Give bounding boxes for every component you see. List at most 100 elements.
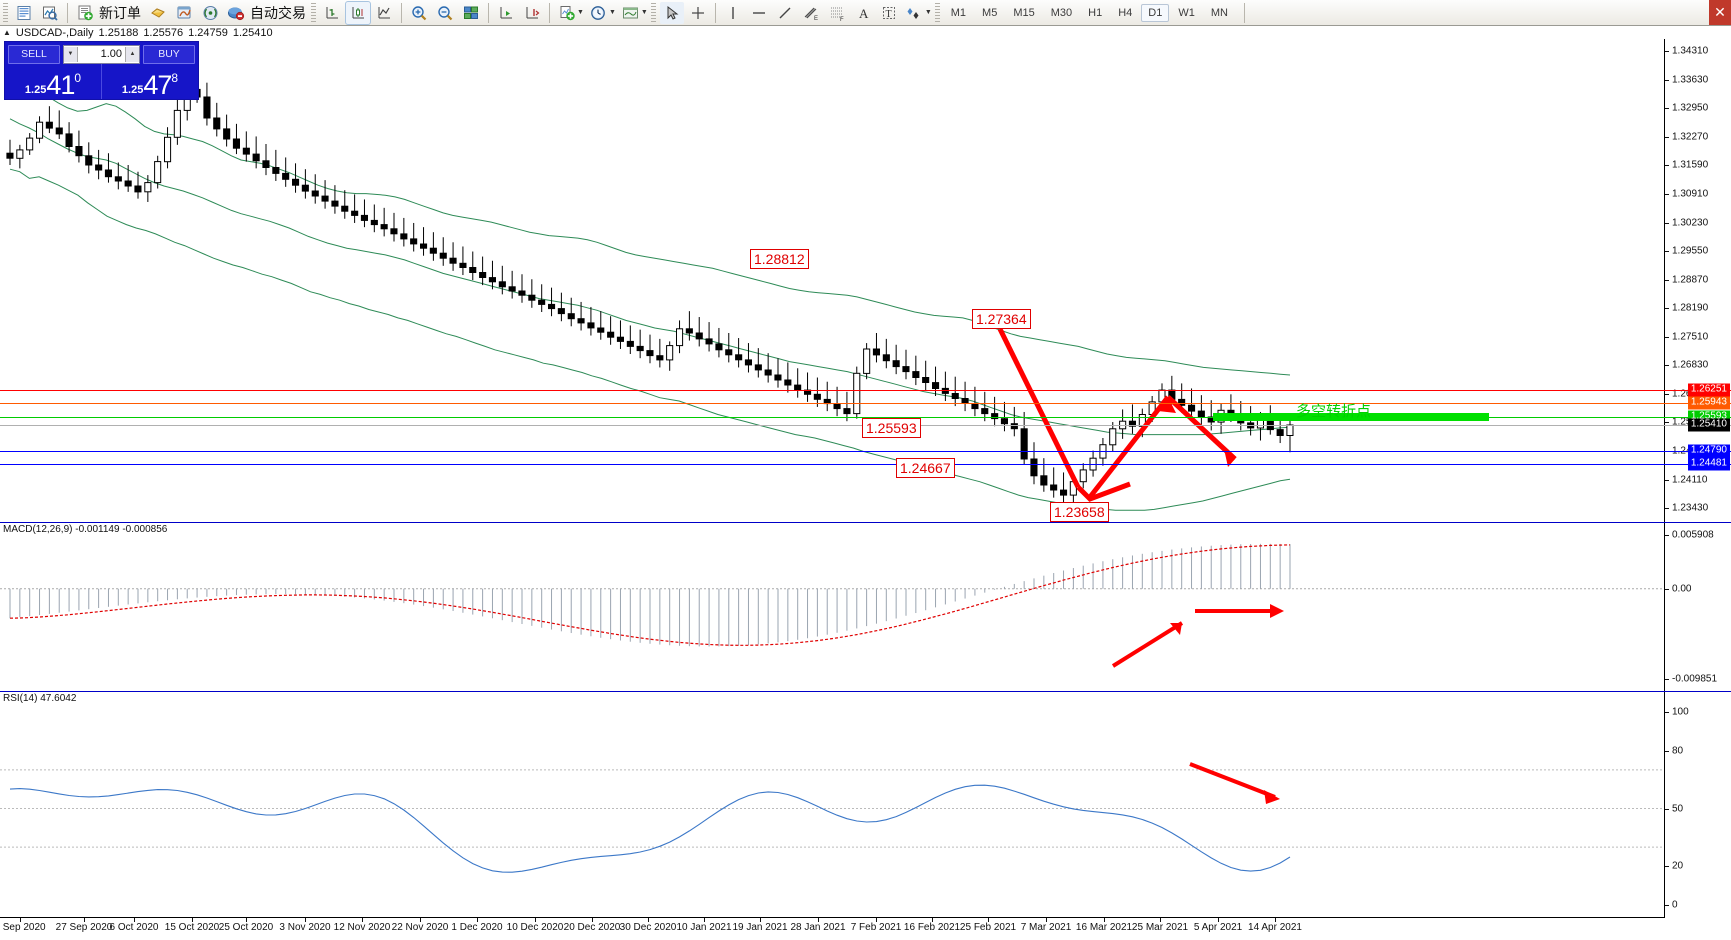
timeframe-m1[interactable]: M1 [950, 6, 967, 19]
trendline-icon[interactable] [773, 2, 797, 24]
period-clock-icon[interactable] [587, 2, 611, 24]
date-tick [988, 918, 989, 922]
level-line-support-green[interactable] [0, 417, 1731, 419]
new-order-label[interactable]: 新订单 [99, 4, 141, 21]
terminal-icon[interactable] [12, 2, 36, 24]
candle [282, 172, 290, 180]
sell-price[interactable]: 1.25 41 0 [5, 64, 102, 99]
auto-scroll-icon[interactable] [520, 2, 544, 24]
level-line-resistance-red[interactable] [0, 389, 1731, 391]
vertical-line-icon[interactable] [721, 2, 745, 24]
candle [823, 398, 831, 405]
rsi-plot[interactable] [0, 692, 1665, 917]
main-toolbar: 新订单 自动交易 ▼ ▼ [0, 0, 1731, 26]
candle [804, 389, 812, 395]
shift-chart-icon[interactable] [494, 2, 518, 24]
level-line-support-blue-2[interactable] [0, 463, 1731, 465]
candle [272, 167, 280, 174]
market-watch-icon[interactable] [38, 2, 62, 24]
volume-increment-icon[interactable]: ▲ [125, 46, 139, 62]
indicator-dropdown-caret-icon[interactable]: ▼ [577, 9, 584, 16]
candle [912, 371, 920, 379]
cursor-icon[interactable] [659, 1, 684, 24]
toolbar-grip[interactable] [3, 2, 8, 23]
candle [104, 169, 113, 178]
expert-advisor-icon[interactable] [146, 2, 170, 24]
level-line-resistance-orange[interactable] [0, 402, 1731, 404]
timeframe-h1[interactable]: H1 [1088, 6, 1103, 19]
tile-windows-icon[interactable] [459, 2, 483, 24]
candle [744, 359, 753, 366]
candle [1060, 489, 1068, 496]
candle [321, 195, 329, 202]
timeframe-group: M1 M5 M15 M30 H1 H4 D1 W1 MN [943, 3, 1236, 22]
timeframe-m30[interactable]: M30 [1050, 6, 1073, 19]
timeframe-w1[interactable]: W1 [1178, 6, 1195, 19]
text-icon[interactable]: A [851, 2, 875, 24]
rsi-axis[interactable]: 100 80 50 20 0 [1664, 692, 1731, 917]
new-order-icon[interactable] [73, 2, 97, 24]
period-dropdown-caret-icon[interactable]: ▼ [608, 9, 616, 16]
chart-collapse-icon[interactable]: ▲ [3, 28, 11, 37]
volume-decrement-icon[interactable]: ▼ [64, 46, 78, 62]
timeframe-mn[interactable]: MN [1210, 6, 1228, 19]
toolbar-grip-2[interactable] [311, 2, 316, 23]
candle [577, 318, 585, 324]
candle [528, 294, 536, 301]
macd-pane[interactable]: 0.005908 0.00 -0.009851 MACD(12,26,9) -0.0… [0, 523, 1731, 691]
toolbar-divider-5 [714, 2, 716, 23]
bar-chart-icon[interactable] [320, 2, 344, 24]
price-plot[interactable] [0, 39, 1665, 522]
date-tick [246, 918, 247, 922]
candle [932, 382, 940, 390]
buy-price[interactable]: 1.25 47 8 [102, 64, 198, 99]
candle [154, 161, 162, 184]
shapes-icon[interactable] [903, 2, 927, 24]
toolbar-grip-3[interactable] [650, 2, 656, 23]
line-chart-icon[interactable] [372, 2, 396, 24]
signals-icon[interactable] [198, 2, 222, 24]
macd-axis[interactable]: 0.005908 0.00 -0.009851 [1664, 523, 1731, 691]
chart-area[interactable]: 1.34310 1.33630 1.32950 1.32270 1.31590 1.309… [0, 39, 1731, 940]
fibonacci-icon[interactable]: F [825, 2, 849, 24]
metaeditor-icon[interactable] [172, 2, 196, 24]
volume-value[interactable]: 1.00 [100, 48, 122, 60]
volume-stepper[interactable]: ▼ 1.00 ▲ [63, 44, 140, 64]
auto-trading-label[interactable]: 自动交易 [250, 4, 306, 21]
templates-dropdown-caret-icon[interactable]: ▼ [640, 9, 648, 16]
level-line-support-blue-1[interactable] [0, 451, 1731, 453]
arrow-head [1270, 604, 1284, 618]
macd-plot[interactable] [0, 523, 1665, 691]
templates-icon[interactable] [619, 2, 643, 24]
candle [479, 272, 487, 278]
crosshair-icon[interactable] [686, 2, 710, 24]
rsi-pane[interactable]: 100 80 50 20 0 RSI(14) 47.6042 [0, 692, 1731, 917]
label-1-28812: 1.28812 [750, 249, 809, 269]
horizontal-line-icon[interactable] [747, 2, 771, 24]
timeframe-m15[interactable]: M15 [1013, 6, 1035, 19]
zoom-out-icon[interactable] [433, 2, 457, 24]
sell-button[interactable]: SELL [8, 44, 60, 64]
timeframe-d1[interactable]: D1 [1141, 3, 1170, 22]
add-indicator-icon[interactable] [555, 2, 579, 24]
close-icon[interactable]: ✕ [1709, 0, 1731, 25]
candle [882, 354, 890, 362]
buy-button[interactable]: BUY [143, 44, 195, 64]
auto-trading-icon[interactable] [224, 2, 248, 24]
equidistant-channel-icon[interactable]: E [799, 2, 823, 24]
arrow-head [1170, 623, 1182, 635]
timeframe-h4[interactable]: H4 [1118, 6, 1133, 19]
shapes-dropdown-caret-icon[interactable]: ▼ [924, 9, 932, 16]
candle [164, 136, 172, 163]
text-label-icon[interactable]: T [877, 2, 901, 24]
zoom-in-icon[interactable] [407, 2, 431, 24]
price-chart-svg [6, 64, 1294, 511]
candle [429, 247, 437, 254]
timeframe-m5[interactable]: M5 [982, 6, 998, 19]
date-label: 30 Dec 2020 [619, 922, 677, 933]
toolbar-grip-4[interactable] [934, 2, 940, 23]
candlestick-chart-icon[interactable] [345, 0, 371, 25]
date-label: 1 Dec 2020 [451, 922, 503, 933]
price-pane[interactable]: 1.34310 1.33630 1.32950 1.32270 1.31590 1.309… [0, 39, 1731, 522]
